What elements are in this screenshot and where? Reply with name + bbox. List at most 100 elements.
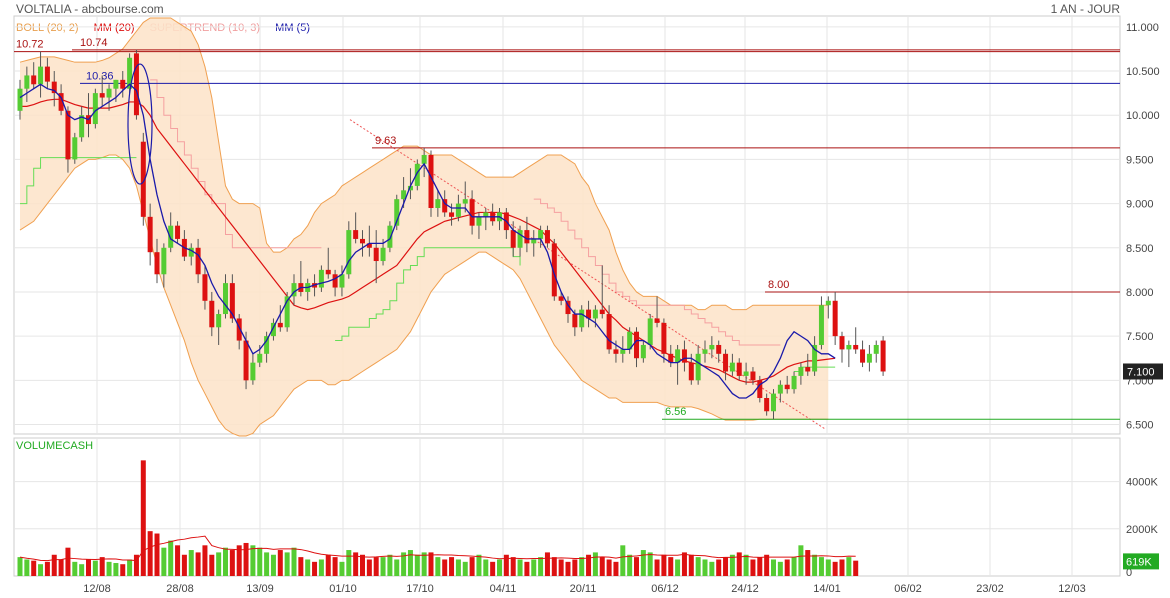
last-price-badge [1123, 363, 1163, 380]
volume-bar [668, 557, 674, 576]
bollinger-band-fill [20, 18, 829, 436]
candle-body [873, 344, 879, 354]
candle-body [668, 353, 674, 363]
candle-body [161, 247, 167, 275]
price-tick-label: 8.000 [1126, 287, 1154, 299]
candle-body [243, 340, 249, 381]
legend-ma20: MM (20) [93, 22, 135, 34]
volume-bar [791, 557, 797, 576]
candle-body [675, 349, 681, 363]
candle-body [401, 190, 407, 200]
volume-bar [202, 545, 208, 576]
candle-body [551, 243, 557, 297]
x-tick-label: 01/10 [329, 583, 357, 595]
candle-body [291, 283, 297, 297]
candle-body [729, 362, 735, 372]
volume-bar [627, 554, 633, 576]
candle-body [353, 230, 359, 239]
candle-body [277, 322, 283, 328]
candle-body [517, 230, 523, 248]
candle-body [414, 163, 420, 186]
candle-body [51, 81, 57, 94]
volume-bar [723, 557, 729, 576]
volume-ma-line [19, 535, 856, 562]
candle-body [332, 274, 338, 288]
annotation-ellipse [127, 63, 153, 185]
volume-bar [757, 557, 763, 576]
volume-bar [798, 545, 804, 576]
level-label: 9.63 [375, 135, 396, 147]
volume-bar [257, 547, 263, 576]
x-tick-label: 04/11 [490, 583, 517, 595]
volume-bar [510, 557, 516, 576]
volume-bar [572, 559, 578, 576]
candle-body [72, 137, 78, 160]
candle-body [175, 225, 181, 239]
volume-bar [435, 557, 441, 576]
volume-bar [181, 554, 187, 576]
candle-body [832, 300, 838, 337]
candle-body [743, 371, 749, 376]
volume-bar [853, 560, 859, 576]
candle-body [442, 199, 448, 213]
candle-body [709, 344, 715, 350]
candle-body [387, 225, 393, 248]
candle-body [147, 216, 153, 253]
candle-body [284, 296, 290, 328]
volume-bar [127, 559, 133, 576]
volume-bar [839, 559, 845, 576]
volume-bar [620, 545, 626, 576]
volume-bar [483, 559, 489, 576]
candle-body [318, 269, 324, 288]
candle-body [195, 247, 201, 275]
candle-body [476, 216, 482, 226]
volume-bar [92, 560, 98, 576]
candle-body [634, 331, 639, 359]
x-tick-label: 24/12 [731, 583, 759, 595]
volume-bar [414, 554, 420, 576]
volume-bar [688, 554, 694, 576]
volume-bar [428, 552, 434, 576]
candle-body [325, 269, 331, 275]
candle-body [805, 367, 811, 372]
candle-body [339, 274, 345, 288]
level-label: 10.72 [16, 39, 44, 51]
last-volume-badge [1123, 553, 1159, 570]
candle-body [538, 230, 544, 239]
volume-bar [401, 552, 407, 576]
volume-bar [558, 559, 564, 576]
volume-bar [832, 561, 838, 576]
candle-body [592, 309, 598, 319]
volume-bar [743, 554, 749, 576]
volume-bar [291, 547, 297, 576]
candle-body [462, 199, 468, 204]
candle-body [65, 110, 71, 160]
volume-bar [264, 552, 270, 576]
volume-bar [346, 550, 352, 576]
candle-body [510, 230, 516, 248]
volume-bar [606, 559, 612, 576]
chart-period-label[interactable]: 1 AN - JOUR [1050, 2, 1120, 16]
volume-bar [133, 554, 139, 576]
level-label: 8.00 [768, 279, 789, 291]
candle-body [469, 199, 475, 226]
candle-body [79, 115, 85, 138]
x-tick-label: 17/10 [406, 583, 434, 595]
candle-body [531, 238, 537, 244]
x-tick-label: 12/03 [1058, 583, 1086, 595]
candle-body [640, 344, 646, 359]
volume-bar [79, 564, 85, 576]
price-tick-label: 9.500 [1126, 154, 1154, 166]
volume-bar [805, 550, 811, 576]
price-tick-label: 7.500 [1126, 331, 1154, 343]
candle-body [113, 79, 119, 89]
candle-body [264, 336, 270, 354]
volume-bar [140, 460, 146, 576]
candle-body [839, 336, 845, 350]
candle-body [524, 230, 530, 244]
volume-bar [455, 559, 461, 576]
level-label: 10.36 [86, 70, 114, 82]
candle-body [92, 93, 98, 125]
volume-bar [764, 554, 770, 576]
